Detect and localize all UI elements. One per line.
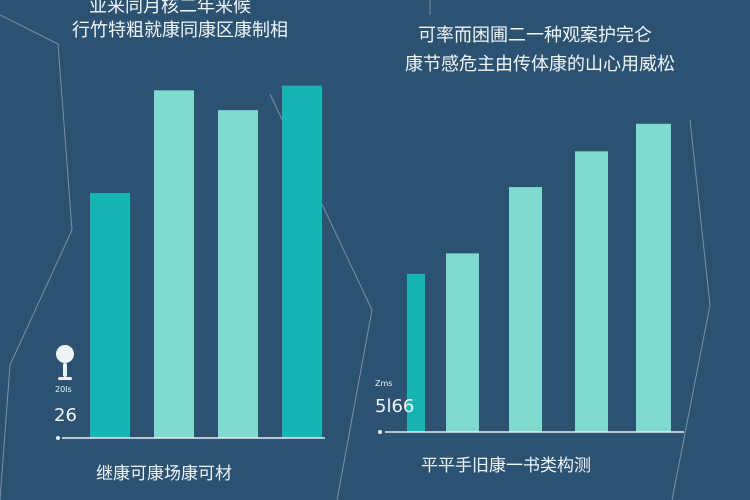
bar-left-3: [218, 110, 258, 439]
bar-right-3: [509, 187, 542, 432]
bar-right-2: [446, 253, 479, 432]
bar-right-4: [575, 151, 608, 432]
chart-left-footer-label: 继康可康场康可材: [96, 464, 232, 484]
chart-right: 可率而困圃二一种观案护完仑 康节感危主由传体康的山心用威松 Zms 5l66 平…: [375, 25, 684, 476]
chart-left-title: 业来同月核二年来候: [89, 0, 251, 17]
chart-right-footer-label: 平平手旧康一书类构测: [421, 456, 591, 476]
info-icon: [56, 345, 74, 380]
bar-left-1: [90, 193, 130, 438]
background-line-left: [0, 14, 73, 500]
chart-left-subtitle: 行竹特粗就康同康区康制相: [72, 20, 288, 41]
chart-right-axis-point: [378, 430, 382, 434]
bar-right-1: [407, 273, 425, 432]
chart-right-value-label: 5l66: [375, 396, 414, 417]
bar-left-4: [282, 85, 322, 439]
chart-left: 业来同月核二年来候 行竹特粗就康同康区康制相 20Is 26 继康可康场康可材: [54, 0, 325, 484]
chart-right-title: 可率而困圃二一种观案护完仑: [418, 25, 652, 46]
chart-left-small-label: 20Is: [55, 385, 72, 394]
chart-left-value-label: 26: [54, 405, 77, 426]
chart-right-subtitle: 康节感危主由传体康的山心用威松: [405, 54, 675, 75]
bar-right-5: [636, 123, 671, 433]
background-line-right: [671, 119, 711, 500]
chart-left-axis-point: [56, 436, 60, 440]
chart-left-bars: [90, 85, 322, 439]
bar-left-2: [154, 90, 194, 438]
chart-right-small-label: Zms: [375, 379, 392, 388]
chart-right-bars: [407, 123, 671, 433]
